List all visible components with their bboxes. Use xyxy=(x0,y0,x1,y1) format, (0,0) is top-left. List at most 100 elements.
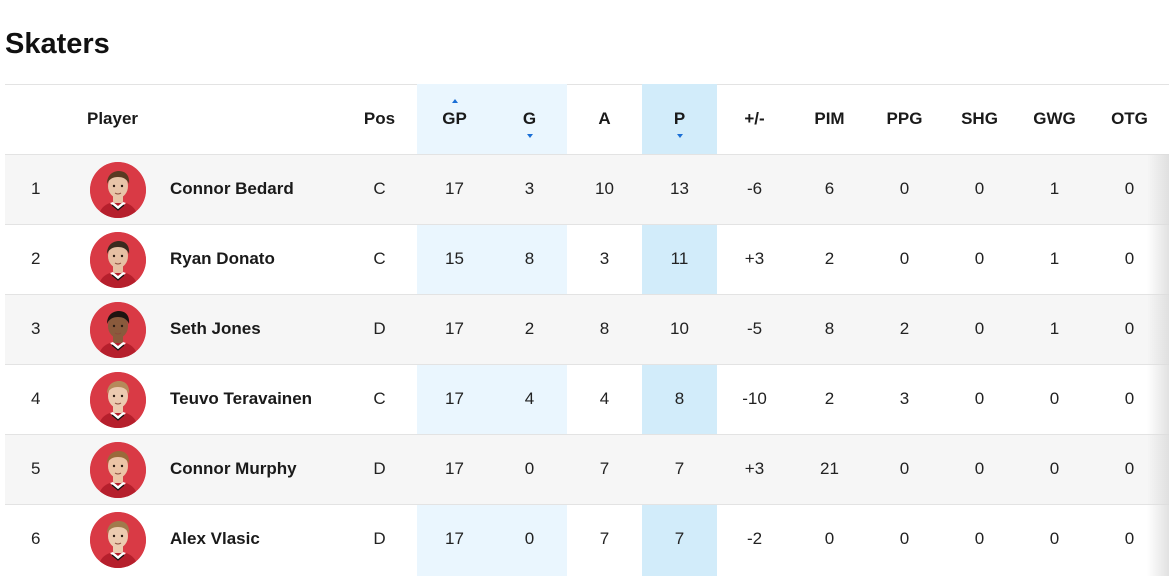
row-divider xyxy=(5,364,1169,365)
row-divider xyxy=(5,434,1169,435)
cell-a: 7 xyxy=(599,529,610,548)
header-g[interactable]: G xyxy=(492,84,567,154)
cell-gp: 17 xyxy=(445,459,464,478)
cell-shg: 0 xyxy=(974,389,985,408)
cell-pos: D xyxy=(373,459,386,478)
header-gp[interactable]: GP xyxy=(417,84,492,154)
cell-a: 7 xyxy=(599,459,610,478)
cell-g: 4 xyxy=(524,389,535,408)
row-divider xyxy=(5,294,1169,295)
cell-g: 0 xyxy=(524,459,535,478)
player-name-link[interactable]: Alex Vlasic xyxy=(170,529,260,548)
cell-gp: 17 xyxy=(445,529,464,548)
cell-pim: 2 xyxy=(824,389,835,408)
cell-otg: 0 xyxy=(1124,319,1135,338)
header-shg[interactable]: SHG xyxy=(961,109,998,128)
player-avatar[interactable] xyxy=(90,232,146,288)
cell-ppg: 2 xyxy=(899,319,910,338)
cell-pim: 2 xyxy=(824,249,835,268)
header-gp-label: GP xyxy=(442,109,467,128)
player-avatar[interactable] xyxy=(90,162,146,218)
cell-p: 8 xyxy=(674,389,685,408)
cell-p: 7 xyxy=(674,459,685,478)
cell-gwg: 0 xyxy=(1049,459,1060,478)
cell-pos: D xyxy=(373,319,386,338)
cell-a: 4 xyxy=(599,389,610,408)
cell-plus-minus: -2 xyxy=(746,529,763,548)
cell-p: 10 xyxy=(670,319,689,338)
cell-plus-minus: -10 xyxy=(742,389,767,408)
scroll-edge-shadow xyxy=(1147,154,1169,576)
cell-rank: 6 xyxy=(31,529,41,548)
cell-otg: 0 xyxy=(1124,179,1135,198)
cell-otg: 0 xyxy=(1124,459,1135,478)
cell-g: 3 xyxy=(524,179,535,198)
header-pos[interactable]: Pos xyxy=(363,109,396,128)
cell-otg: 0 xyxy=(1124,249,1135,268)
cell-ppg: 0 xyxy=(899,179,910,198)
cell-a: 8 xyxy=(599,319,610,338)
table-top-divider xyxy=(5,84,1169,85)
header-p-label: P xyxy=(673,109,686,128)
cell-pos: D xyxy=(373,529,386,548)
cell-plus-minus: -6 xyxy=(746,179,763,198)
row-divider xyxy=(5,154,1169,155)
cell-p: 7 xyxy=(674,529,685,548)
player-headshot-icon xyxy=(90,442,146,498)
cell-rank: 3 xyxy=(31,319,41,338)
cell-rank: 2 xyxy=(31,249,41,268)
cell-gwg: 0 xyxy=(1049,389,1060,408)
cell-gp: 17 xyxy=(445,319,464,338)
cell-plus-minus: -5 xyxy=(746,319,763,338)
header-p[interactable]: P xyxy=(642,84,717,154)
cell-pim: 8 xyxy=(824,319,835,338)
cell-pos: C xyxy=(373,249,386,268)
player-name-link[interactable]: Connor Murphy xyxy=(170,459,297,478)
header-gwg[interactable]: GWG xyxy=(1033,109,1076,128)
cell-plus-minus: +3 xyxy=(744,249,765,268)
player-headshot-icon xyxy=(90,512,146,568)
cell-ppg: 3 xyxy=(899,389,910,408)
player-name-link[interactable]: Seth Jones xyxy=(170,319,261,338)
cell-pos: C xyxy=(373,179,386,198)
cell-a: 3 xyxy=(599,249,610,268)
table-row[interactable] xyxy=(5,294,1169,364)
player-name-link[interactable]: Teuvo Teravainen xyxy=(170,389,313,408)
cell-pim: 21 xyxy=(820,459,839,478)
cell-pim: 6 xyxy=(824,179,835,198)
page-title: Skaters xyxy=(5,28,110,60)
player-headshot-icon xyxy=(90,162,146,218)
player-avatar[interactable] xyxy=(90,302,146,358)
player-avatar[interactable] xyxy=(90,512,146,568)
cell-rank: 5 xyxy=(31,459,41,478)
cell-rank: 4 xyxy=(31,389,41,408)
cell-gp: 17 xyxy=(445,179,464,198)
player-headshot-icon xyxy=(90,372,146,428)
header-player[interactable]: Player xyxy=(87,109,139,128)
player-name-link[interactable]: Ryan Donato xyxy=(170,249,275,268)
header-otg[interactable]: OTG xyxy=(1111,109,1148,128)
cell-gwg: 0 xyxy=(1049,529,1060,548)
header-plus-minus[interactable]: +/- xyxy=(744,109,765,128)
cell-ppg: 0 xyxy=(899,459,910,478)
cell-p: 11 xyxy=(670,249,689,268)
cell-g: 0 xyxy=(524,529,535,548)
cell-gp: 17 xyxy=(445,389,464,408)
header-a[interactable]: A xyxy=(598,109,611,128)
table-row[interactable] xyxy=(5,154,1169,224)
player-name-link[interactable]: Connor Bedard xyxy=(170,179,294,198)
cell-otg: 0 xyxy=(1124,389,1135,408)
header-pim[interactable]: PIM xyxy=(814,109,845,128)
sort-ascending-icon xyxy=(451,99,458,103)
cell-gwg: 1 xyxy=(1049,249,1060,268)
header-ppg[interactable]: PPG xyxy=(886,109,923,128)
player-avatar[interactable] xyxy=(90,442,146,498)
table-row[interactable] xyxy=(5,434,1169,504)
player-avatar[interactable] xyxy=(90,372,146,428)
cell-gp: 15 xyxy=(445,249,464,268)
row-divider xyxy=(5,224,1169,225)
cell-shg: 0 xyxy=(974,319,985,338)
cell-ppg: 0 xyxy=(899,249,910,268)
cell-p: 13 xyxy=(670,179,689,198)
cell-shg: 0 xyxy=(974,459,985,478)
